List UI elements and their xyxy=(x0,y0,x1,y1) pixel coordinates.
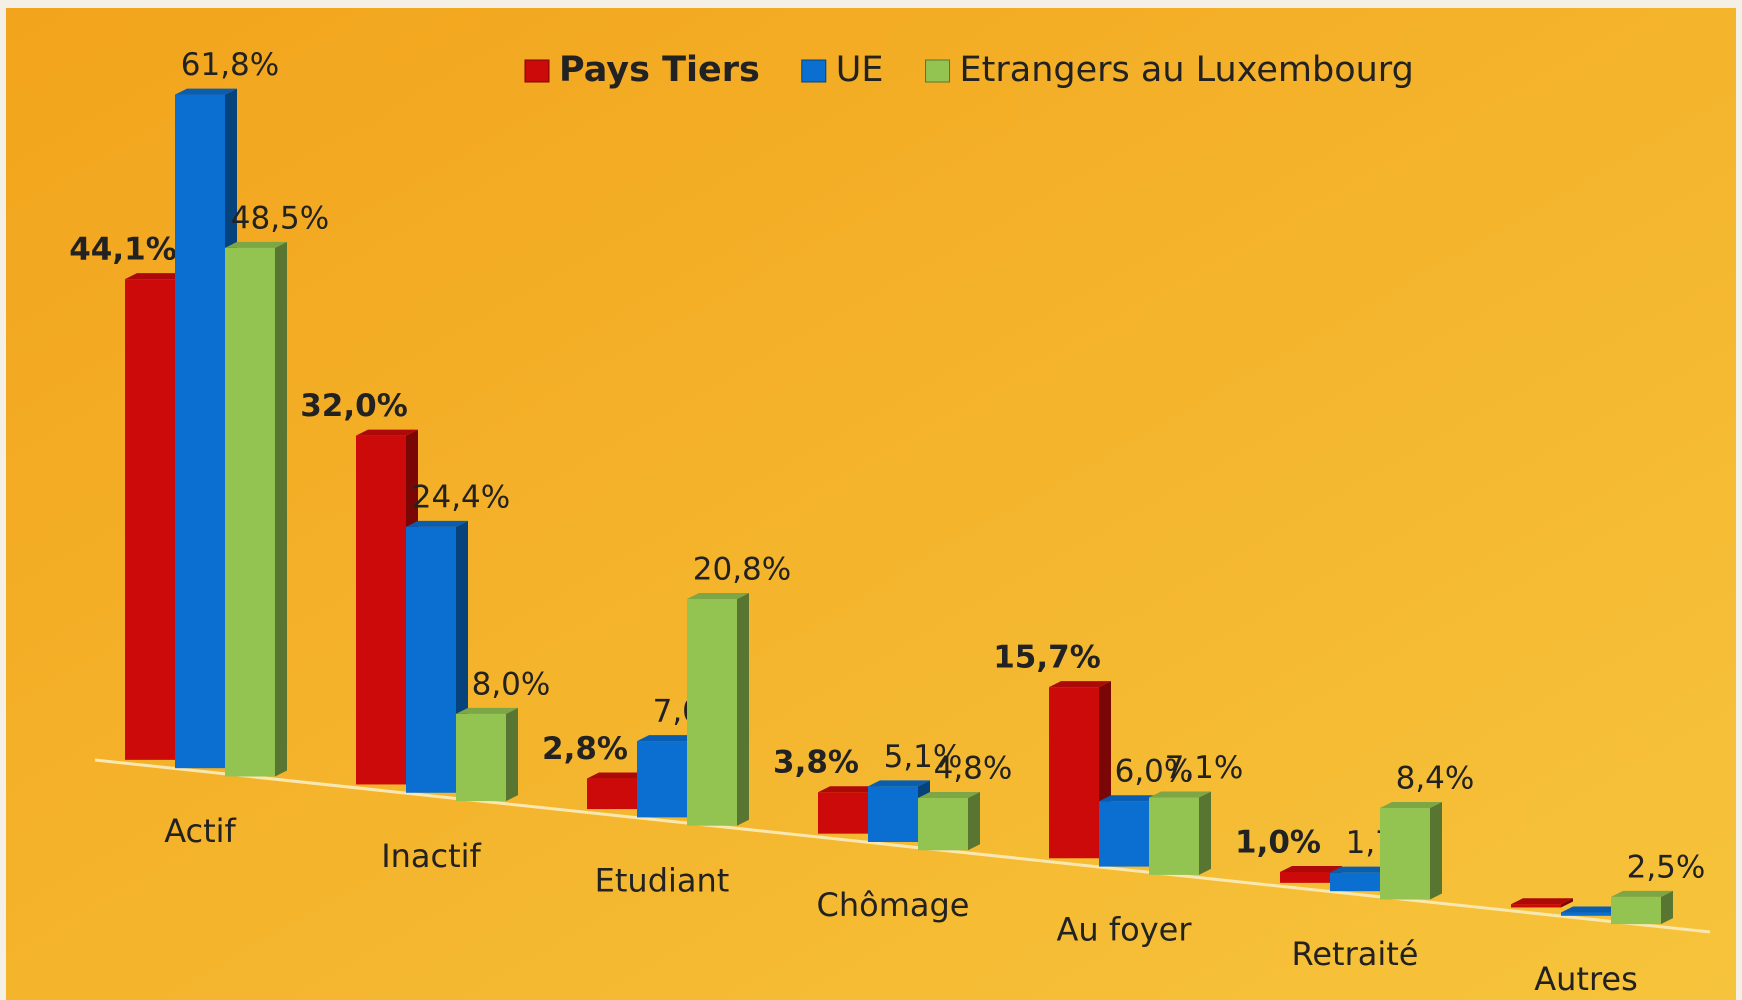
bar-side xyxy=(275,241,287,777)
bar-top xyxy=(225,241,287,248)
value-label: 2,5% xyxy=(1627,849,1706,885)
x-tick-label: Inactif xyxy=(381,837,481,875)
bar xyxy=(918,797,968,851)
bar-top xyxy=(1511,898,1573,905)
value-label: 8,4% xyxy=(1396,760,1475,796)
bar-top xyxy=(868,780,930,787)
bar xyxy=(637,741,687,818)
bar-top xyxy=(918,791,980,798)
bar-top xyxy=(687,592,749,599)
bar-side xyxy=(737,592,749,826)
x-tick-label: Retraité xyxy=(1292,935,1419,973)
bar xyxy=(1049,687,1099,859)
legend-label: Etrangers au Luxembourg xyxy=(960,50,1414,90)
value-label: 20,8% xyxy=(693,551,791,587)
bar-top xyxy=(1049,681,1111,688)
bar xyxy=(1511,904,1561,908)
value-label: 4,8% xyxy=(934,750,1013,786)
bar-side xyxy=(1430,801,1442,900)
bar xyxy=(225,247,275,777)
bar xyxy=(868,786,918,842)
legend-label: Pays Tiers xyxy=(559,50,760,90)
value-label: 2,8% xyxy=(542,731,628,767)
value-label: 5,1% xyxy=(884,739,963,775)
bar-top xyxy=(406,520,468,527)
bar-top xyxy=(1330,866,1392,873)
legend-swatch xyxy=(925,59,951,83)
x-tick-label: Etudiant xyxy=(595,861,730,899)
value-label: 44,1% xyxy=(69,232,177,268)
bar-side xyxy=(1561,898,1573,908)
bar-top xyxy=(587,772,649,779)
bar xyxy=(125,279,175,760)
value-label: 24,4% xyxy=(412,479,510,515)
bar xyxy=(356,435,406,785)
bar xyxy=(1380,807,1430,900)
bar xyxy=(587,778,637,810)
value-label: 15,7% xyxy=(993,640,1101,676)
bar-top xyxy=(175,88,237,95)
bar-top xyxy=(1149,791,1211,798)
bar-side xyxy=(968,791,980,851)
x-tick-label: Chômage xyxy=(817,886,970,924)
bar xyxy=(1280,871,1330,883)
x-tick-label: Au foyer xyxy=(1057,911,1193,949)
baseline xyxy=(94,758,1711,934)
bar-top xyxy=(456,707,518,714)
bar-top xyxy=(1280,865,1342,872)
legend-swatch xyxy=(801,59,827,83)
bar-top xyxy=(1099,795,1161,802)
bar-top xyxy=(356,429,418,436)
value-label: 48,5% xyxy=(231,200,329,236)
bar-top xyxy=(125,273,187,280)
bar xyxy=(1099,801,1149,867)
x-tick-label: Actif xyxy=(164,812,236,850)
bar-top xyxy=(637,735,699,742)
bar xyxy=(687,598,737,826)
bar-top xyxy=(1380,801,1442,808)
legend-swatch xyxy=(524,59,550,83)
value-label: 8,0% xyxy=(472,666,551,702)
bar xyxy=(456,713,506,802)
bar-side xyxy=(1199,791,1211,875)
value-label: 1,0% xyxy=(1235,824,1321,860)
bar xyxy=(1330,872,1380,892)
bar xyxy=(1561,912,1611,916)
bar-top xyxy=(1561,906,1623,913)
bar-top xyxy=(1611,890,1673,897)
bar xyxy=(818,792,868,834)
bar-top xyxy=(818,786,880,793)
value-label: 3,8% xyxy=(773,745,859,781)
legend-label: UE xyxy=(836,50,884,90)
bar-side xyxy=(1661,890,1673,925)
value-label: 32,0% xyxy=(300,388,408,424)
bar xyxy=(1611,896,1661,925)
value-label: 6,0% xyxy=(1115,754,1194,790)
bar-side xyxy=(506,707,518,802)
value-label: 7,1% xyxy=(1165,750,1244,786)
x-tick-label: Autres xyxy=(1534,960,1638,998)
bar xyxy=(1149,797,1199,875)
bar xyxy=(175,94,225,769)
value-label: 61,8% xyxy=(181,47,279,83)
bar xyxy=(406,526,456,793)
